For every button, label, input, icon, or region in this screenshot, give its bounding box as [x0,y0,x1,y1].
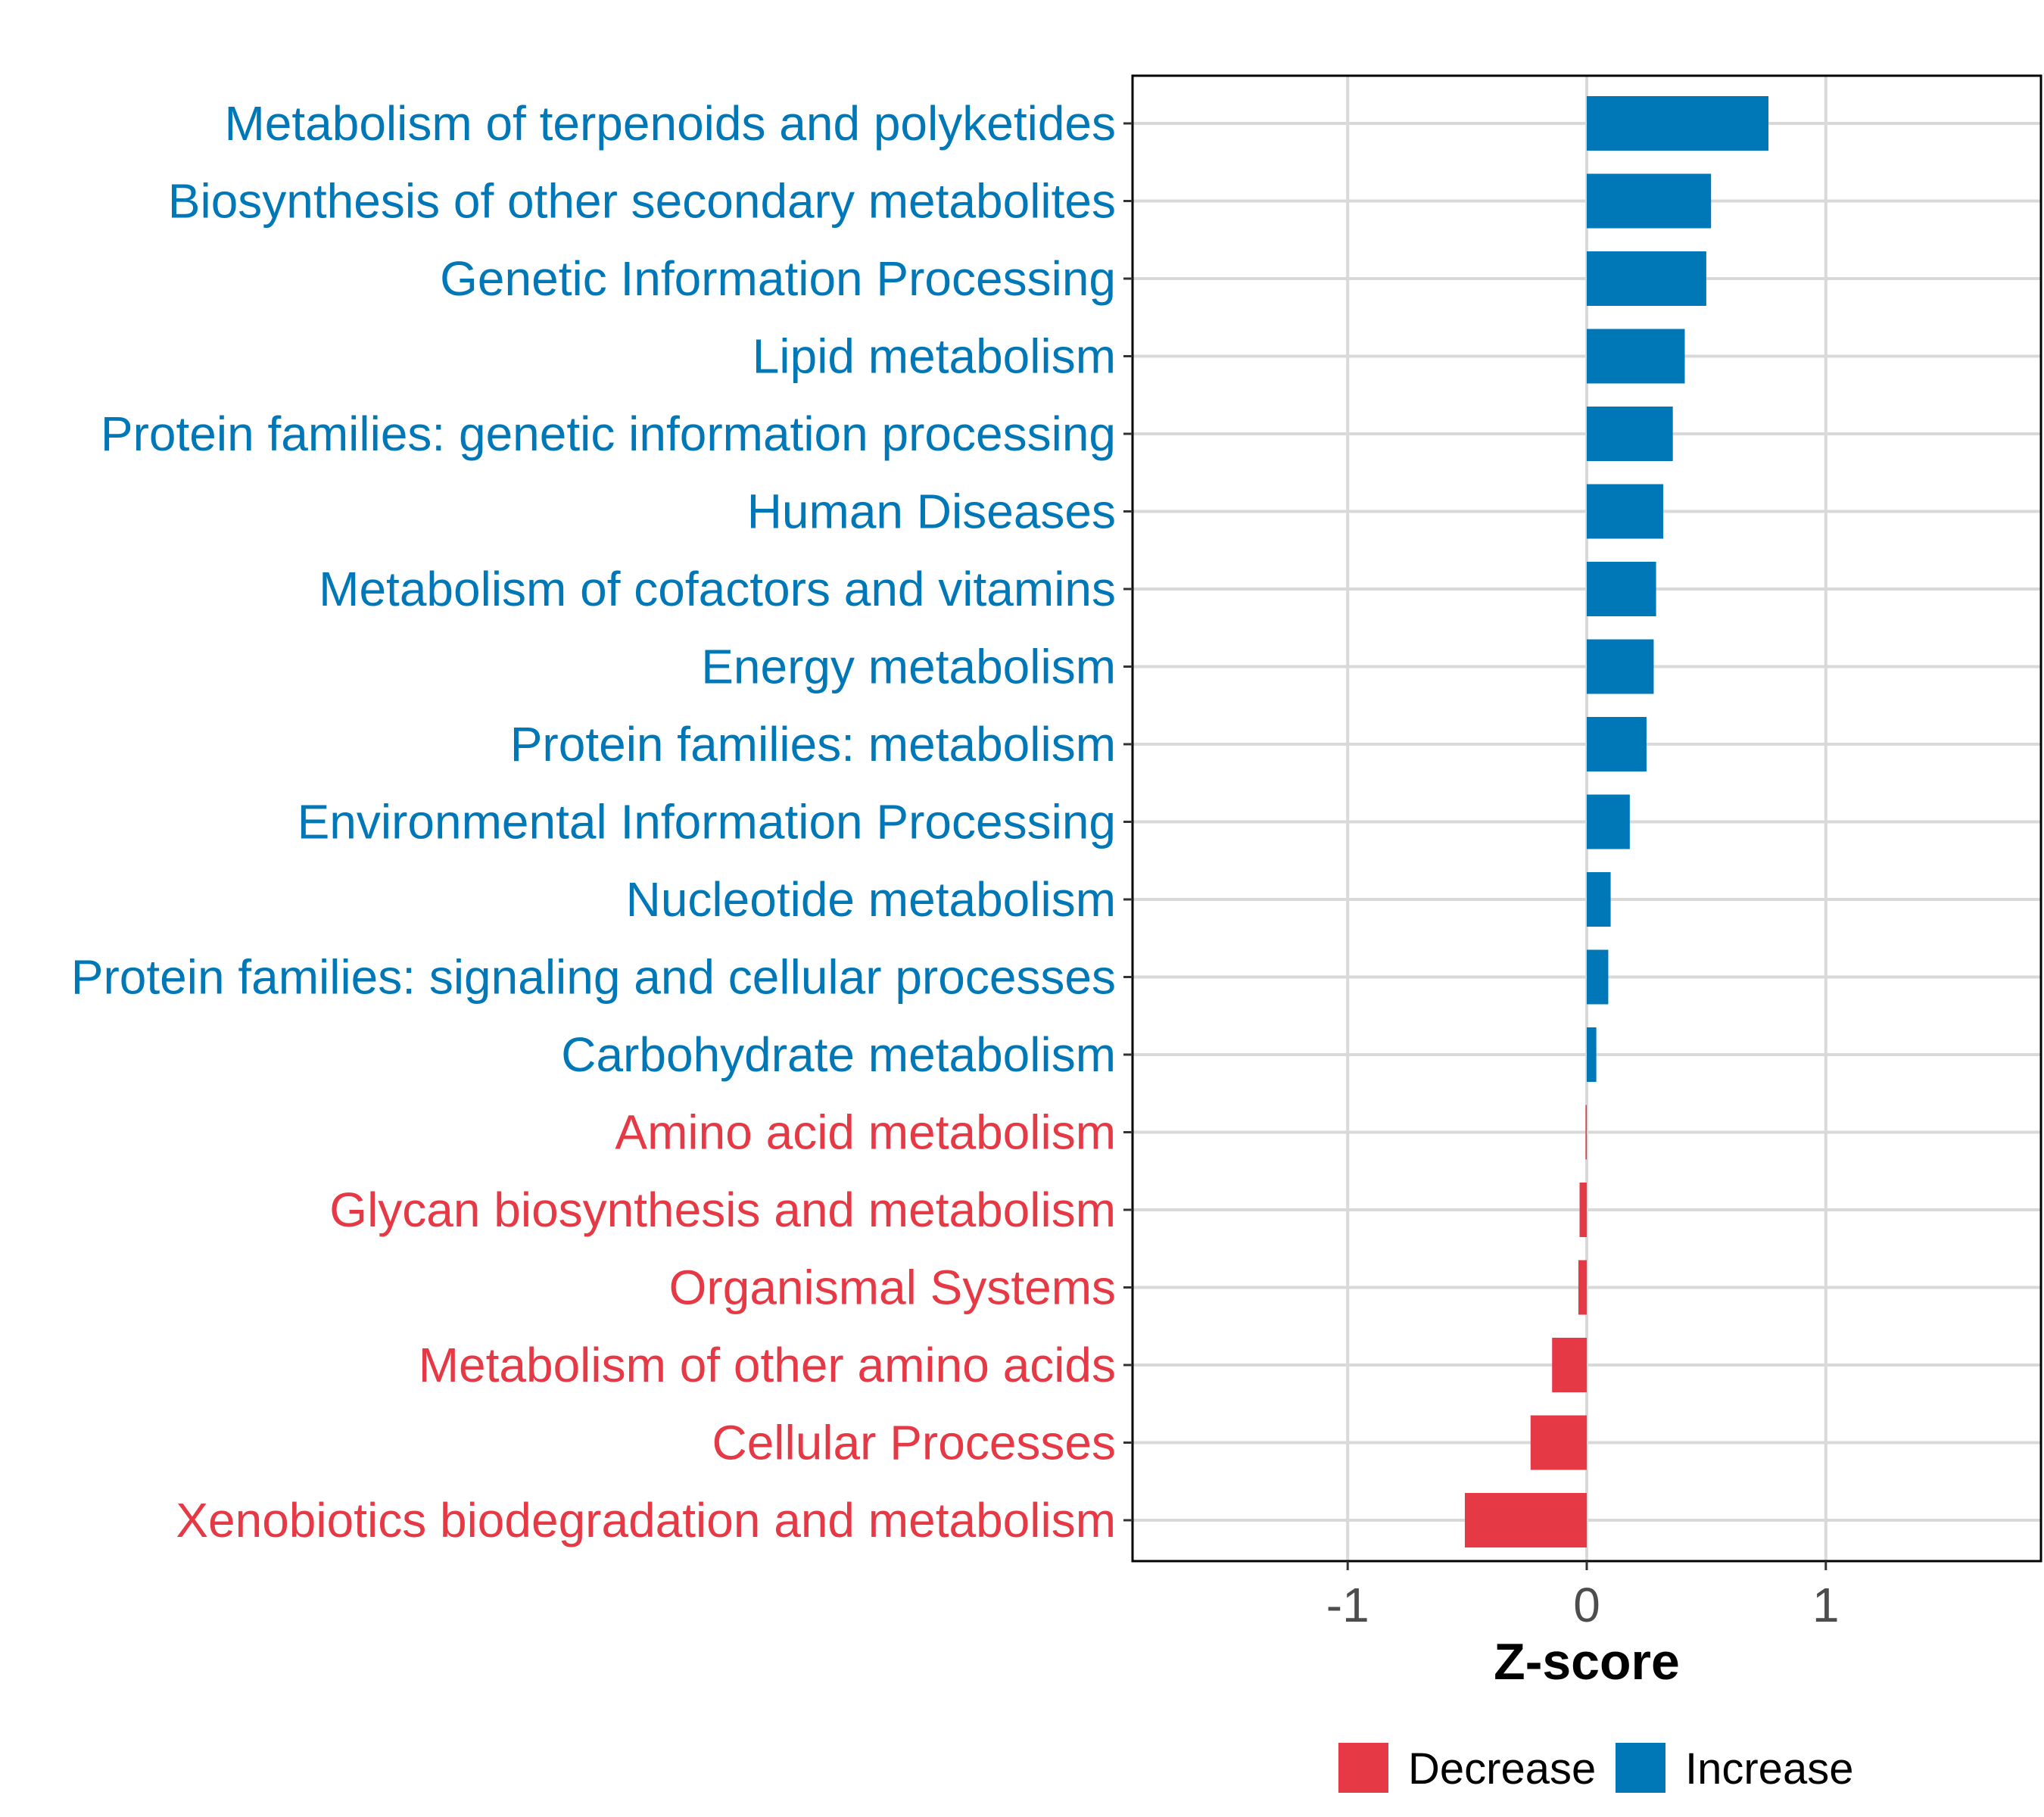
bar [1587,717,1647,771]
bar [1552,1338,1587,1392]
y-axis-ticks [1123,122,1133,1522]
legend: Decrease Increase [1338,1743,1853,1794]
bar [1587,794,1630,849]
bar [1587,639,1654,694]
bar [1579,1183,1587,1237]
y-tick-label: Amino acid metabolism [615,1105,1116,1160]
x-tick-label: 0 [1573,1578,1600,1632]
y-tick-label: Cellular Processes [712,1416,1116,1470]
bar [1587,1027,1597,1082]
y-tick-label: Carbohydrate metabolism [561,1027,1116,1082]
x-tick-label: 1 [1812,1578,1840,1632]
y-tick-label: Organismal Systems [669,1261,1116,1315]
y-tick-label: Protein families: genetic information pr… [101,407,1116,461]
y-tick-label: Nucleotide metabolism [626,872,1116,927]
bar [1587,173,1712,229]
x-axis-title: Z-score [1494,1633,1680,1691]
bar [1587,949,1609,1005]
bar [1587,251,1706,306]
bar [1587,562,1656,616]
bar [1587,329,1685,384]
y-tick-label: Lipid metabolism [752,329,1116,384]
legend-swatch [1338,1743,1388,1793]
bar [1587,484,1664,539]
bar [1587,96,1768,151]
bar [1587,407,1673,461]
bar [1464,1493,1587,1547]
y-tick-label: Energy metabolism [701,640,1116,694]
y-axis-category-labels: Metabolism of terpenoids and polyketides… [71,96,1116,1547]
y-tick-label: Protein families: signaling and cellular… [71,950,1116,1005]
bar [1587,872,1611,927]
bar [1585,1105,1587,1160]
legend-swatch [1616,1743,1665,1793]
y-tick-label: Metabolism of other amino acids [419,1338,1116,1392]
bar-layer [1464,96,1768,1547]
y-tick-label: Metabolism of cofactors and vitamins [319,562,1116,616]
y-tick-label: Environmental Information Processing [298,795,1116,849]
legend-label: Decrease [1408,1744,1596,1794]
y-tick-label: Protein families: metabolism [510,717,1116,771]
y-tick-label: Glycan biosynthesis and metabolism [329,1183,1116,1237]
y-tick-label: Biosynthesis of other secondary metaboli… [168,174,1116,229]
y-tick-label: Genetic Information Processing [440,251,1116,306]
x-axis-ticks: -1 0 1 [1326,1561,1840,1632]
x-tick-label: -1 [1326,1578,1369,1632]
bar [1530,1415,1587,1470]
legend-label: Increase [1685,1744,1853,1794]
y-tick-label: Xenobiotics biodegradation and metabolis… [176,1493,1116,1547]
bar [1578,1260,1587,1315]
y-tick-label: Metabolism of terpenoids and polyketides [224,96,1116,151]
y-tick-label: Human Diseases [747,485,1116,539]
